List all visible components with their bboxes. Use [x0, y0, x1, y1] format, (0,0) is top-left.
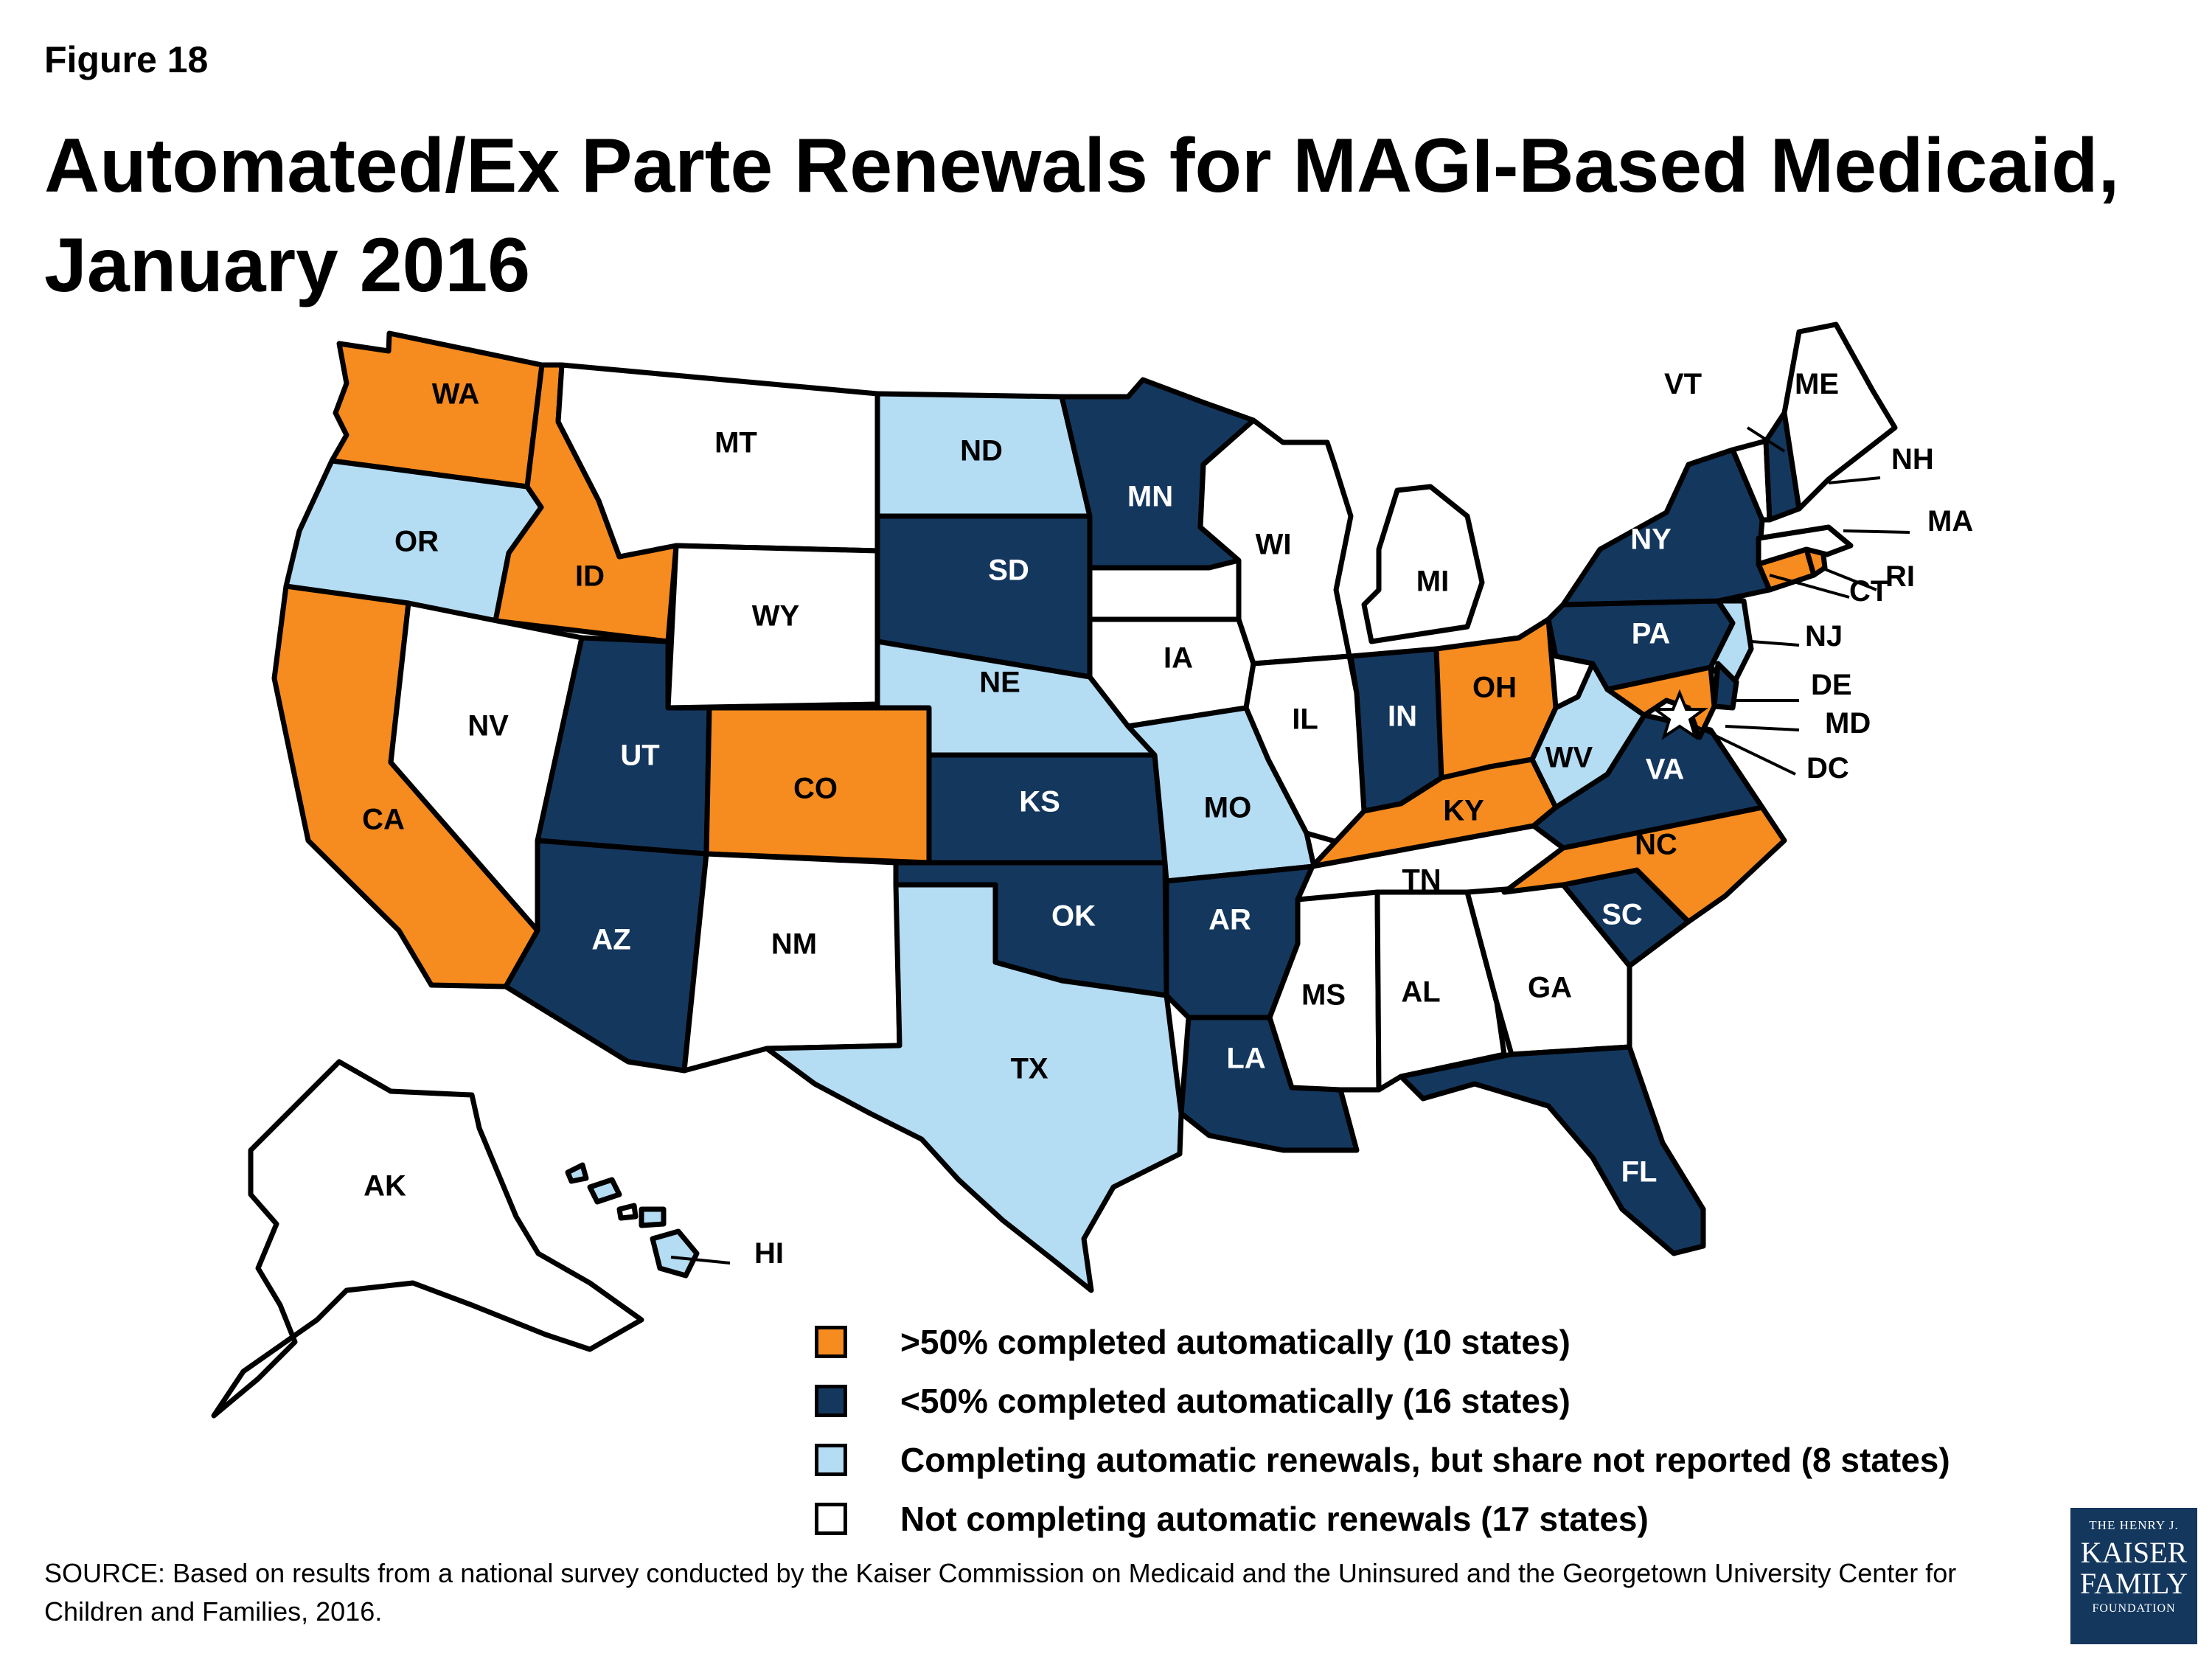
kff-logo: THE HENRY J. KAISER FAMILY FOUNDATION	[2070, 1508, 2197, 1644]
label-tx: TX	[1010, 1053, 1048, 1085]
label-ia: IA	[1164, 642, 1193, 675]
legend-label: Not completing automatic renewals (17 st…	[900, 1500, 1649, 1538]
legend-label: Completing automatic renewals, but share…	[900, 1441, 1950, 1479]
logo-line-2: KAISER	[2080, 1536, 2188, 1569]
state-fl[interactable]	[1398, 1044, 1706, 1256]
state-nc[interactable]	[1501, 804, 1787, 925]
state-mt[interactable]	[555, 362, 880, 560]
label-mi: MI	[1416, 566, 1449, 598]
legend-swatch-under50	[815, 1385, 847, 1417]
state-tx[interactable]	[764, 882, 1184, 1293]
dc-star-icon	[1650, 689, 1709, 740]
label-co: CO	[793, 773, 838, 805]
label-ky: KY	[1443, 795, 1484, 827]
state-md[interactable]	[1604, 664, 1717, 740]
label-nc: NC	[1635, 829, 1677, 861]
label-ks: KS	[1019, 786, 1060, 818]
label-sd: SD	[988, 554, 1029, 587]
state-me[interactable]	[1781, 321, 1898, 512]
legend-item: Completing automatic renewals, but share…	[815, 1430, 1950, 1489]
label-mt: MT	[714, 427, 757, 459]
label-de: DE	[1811, 669, 1852, 701]
label-ms: MS	[1301, 979, 1346, 1012]
label-nj: NJ	[1805, 620, 1843, 653]
label-tn: TN	[1402, 864, 1441, 897]
label-ne: NE	[979, 667, 1020, 699]
label-wi: WI	[1256, 529, 1292, 561]
label-ar: AR	[1208, 904, 1251, 936]
label-nh: NH	[1891, 443, 1934, 476]
source-note: SOURCE: Based on results from a national…	[44, 1558, 1957, 1627]
legend-label: >50% completed automatically (10 states)	[900, 1323, 1571, 1361]
logo-line-4: FOUNDATION	[2092, 1602, 2176, 1615]
page-title: Automated/Ex Parte Renewals for MAGI-Bas…	[44, 116, 2168, 316]
label-va: VA	[1646, 754, 1685, 786]
label-id: ID	[575, 560, 605, 593]
figure-label: Figure 18	[44, 39, 209, 80]
legend-item: <50% completed automatically (16 states)	[815, 1371, 1950, 1430]
label-hi: HI	[754, 1237, 784, 1270]
label-nd: ND	[960, 435, 1003, 467]
label-la: LA	[1226, 1043, 1265, 1075]
label-md: MD	[1825, 707, 1871, 740]
legend: >50% completed automatically (10 states)…	[815, 1312, 1950, 1548]
state-hi[interactable]	[565, 1162, 700, 1279]
label-ga: GA	[1528, 972, 1572, 1004]
label-oh: OH	[1472, 672, 1517, 704]
label-vt: VT	[1664, 368, 1702, 400]
title-line-1: Automated/Ex Parte Renewals for MAGI-Bas…	[44, 123, 2120, 209]
label-wy: WY	[752, 600, 800, 633]
label-pa: PA	[1632, 618, 1671, 650]
label-ca: CA	[362, 804, 405, 836]
label-ok: OK	[1051, 900, 1096, 933]
title-line-2: January 2016	[44, 223, 531, 309]
label-ut: UT	[620, 740, 659, 772]
label-ma: MA	[1927, 505, 1973, 538]
state-ak[interactable]	[211, 1059, 644, 1419]
legend-swatch-not-reported	[815, 1444, 847, 1476]
label-nv: NV	[467, 710, 509, 742]
legend-item: >50% completed automatically (10 states)	[815, 1312, 1950, 1371]
label-ct: CT	[1849, 575, 1888, 608]
label-dc: DC	[1806, 752, 1849, 785]
label-nm: NM	[771, 928, 817, 961]
legend-swatch-not-completing	[815, 1503, 847, 1535]
label-wv: WV	[1545, 742, 1593, 774]
label-az: AZ	[591, 924, 630, 956]
label-sc: SC	[1601, 899, 1643, 931]
label-il: IL	[1292, 703, 1318, 736]
legend-item: Not completing automatic renewals (17 st…	[815, 1489, 1950, 1548]
state-nm[interactable]	[681, 851, 902, 1074]
state-wi[interactable]	[1197, 417, 1354, 667]
label-wa: WA	[432, 378, 479, 411]
legend-label: <50% completed automatically (16 states)	[900, 1382, 1571, 1420]
label-mn: MN	[1127, 481, 1173, 513]
label-mo: MO	[1204, 792, 1251, 824]
label-ak: AK	[364, 1170, 406, 1203]
logo-line-3: FAMILY	[2079, 1567, 2188, 1600]
label-me: ME	[1795, 368, 1839, 400]
label-in: IN	[1388, 700, 1417, 733]
state-ma[interactable]	[1756, 524, 1854, 567]
label-al: AL	[1401, 976, 1440, 1009]
label-fl: FL	[1621, 1156, 1658, 1189]
legend-swatch-over50	[815, 1326, 847, 1358]
state-mi[interactable]	[1361, 484, 1485, 644]
label-ri: RI	[1885, 560, 1915, 593]
logo-line-1: THE HENRY J.	[2089, 1518, 2179, 1532]
label-ny: NY	[1630, 524, 1672, 556]
label-or: OR	[394, 526, 439, 558]
